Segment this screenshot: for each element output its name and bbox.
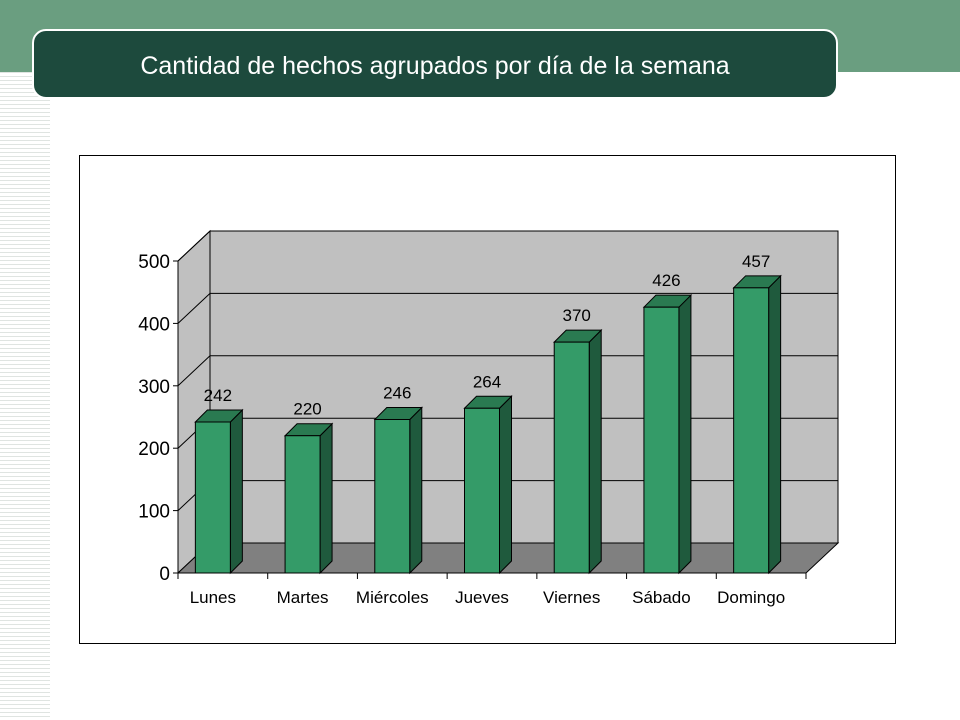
- bar-front: [464, 407, 500, 574]
- bar-side: [229, 408, 243, 575]
- data-label: 370: [563, 306, 591, 325]
- data-label: 264: [473, 372, 501, 391]
- x-category-label: Viernes: [543, 588, 600, 607]
- bar-martes: [283, 422, 334, 575]
- x-category-label: Sábado: [632, 588, 691, 607]
- data-label: 246: [383, 383, 411, 402]
- y-tick-label: 0: [159, 564, 170, 585]
- x-category-label: Domingo: [717, 588, 785, 607]
- bar-chart: 0 100 200 300 400 500 242 Lunes 220 Martes 246 Miér…: [138, 229, 840, 607]
- chart-bars: [194, 274, 782, 575]
- bar-sábado: [642, 293, 693, 575]
- y-tick-label: 200: [138, 439, 170, 460]
- bar-domingo: [732, 274, 782, 575]
- bar-jueves: [463, 395, 513, 575]
- title-bar: Cantidad de hechos agrupados por día de …: [32, 29, 838, 99]
- bar-side: [678, 293, 692, 575]
- bar-front: [284, 435, 321, 574]
- gridline: [177, 355, 838, 387]
- data-label: 426: [652, 271, 680, 290]
- bar-front: [733, 287, 770, 574]
- slide-title: Cantidad de hechos agrupados por día de …: [140, 52, 730, 80]
- x-category-label: Jueves: [455, 588, 509, 607]
- bar-side: [409, 406, 423, 575]
- bar-front: [553, 341, 590, 574]
- y-tick-label: 400: [138, 314, 170, 335]
- bar-viernes: [553, 328, 603, 575]
- bar-miércoles: [373, 406, 423, 575]
- chart-labels: 0 100 200 300 400 500 242 Lunes 220 Martes 246 Miér…: [138, 252, 785, 607]
- bar-side: [499, 395, 512, 575]
- y-tick-label: 300: [138, 377, 170, 398]
- y-tick-label: 500: [138, 252, 170, 273]
- bar-side: [588, 328, 602, 575]
- data-label: 457: [742, 252, 770, 271]
- y-tick-label: 100: [138, 502, 170, 523]
- x-category-label: Martes: [277, 588, 329, 607]
- data-label: 242: [204, 386, 232, 405]
- bar-front: [374, 418, 411, 574]
- decorative-stripes: [0, 72, 50, 720]
- bar-front: [643, 306, 680, 574]
- bar-lunes: [194, 408, 244, 575]
- bar-front: [194, 421, 231, 574]
- x-category-label: Miércoles: [356, 588, 429, 607]
- gridline: [177, 292, 838, 324]
- bar-side: [319, 422, 333, 575]
- x-category-label: Lunes: [190, 588, 236, 607]
- gridline: [177, 230, 838, 262]
- bar-side: [768, 274, 782, 575]
- data-label: 220: [293, 400, 321, 419]
